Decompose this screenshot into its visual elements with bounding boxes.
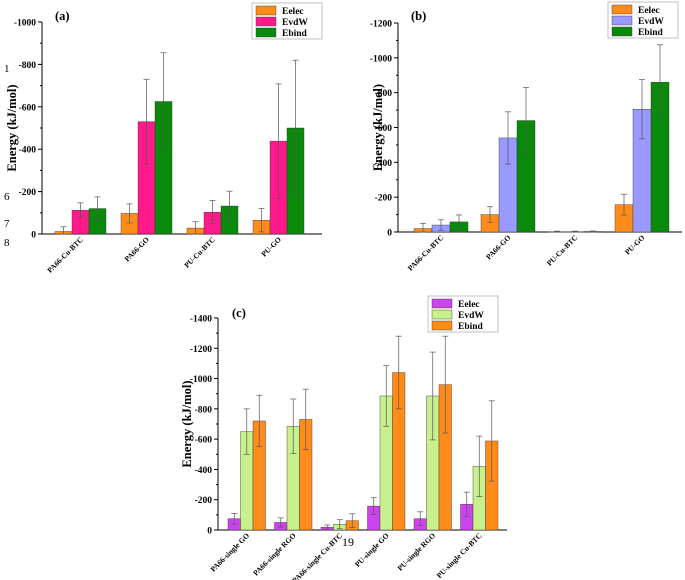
y-tick-label: 0 — [31, 231, 36, 241]
y-tick-label: -200 — [19, 188, 37, 198]
y-axis-label: Energy (kJ/mol) — [180, 380, 194, 467]
panel-a: 0 -200 -400 -600 -800 -1000 Energy (kJ/mol) (a)… — [5, 2, 323, 275]
legend-entry: Ebind — [282, 29, 308, 39]
y-tick-label: -1000 — [190, 375, 212, 385]
legend-swatch — [255, 27, 277, 38]
y-axis-label: Energy (kJ/mol) — [5, 84, 19, 171]
y-tick-label: -800 — [195, 405, 213, 415]
legend-entry: EvdW — [282, 18, 308, 28]
y-tick-label: -1200 — [190, 345, 212, 355]
legend-swatch — [255, 16, 277, 27]
y-tick-label: -400 — [375, 159, 393, 169]
stray-mark: 6 — [4, 191, 10, 203]
stray-mark: 7 — [4, 218, 10, 230]
y-tick-label: -800 — [19, 61, 37, 71]
y-tick-label: -1000 — [370, 54, 392, 64]
legend-entry: Ebind — [458, 322, 484, 332]
y-tick-label: -200 — [375, 194, 393, 204]
legend-swatch — [431, 309, 453, 320]
x-tick-label: PA66-GO — [123, 235, 151, 263]
legend-swatch — [255, 5, 277, 16]
legend-entry: EvdW — [458, 311, 484, 321]
y-tick-label: -1200 — [370, 20, 392, 30]
legend-entry: EvdW — [638, 17, 664, 27]
y-tick-label: 0 — [387, 229, 392, 239]
x-tick-label: PA66-Cu-BTC — [45, 235, 85, 275]
panel-label: (a) — [55, 9, 70, 23]
x-tick-label: PU-Cu-BTC — [545, 233, 580, 268]
y-tick-label: -1400 — [190, 315, 212, 325]
panel-b: 0 -200 -400 -600 -800 -1000 -1200 Energy (kJ/mo… — [370, 1, 682, 273]
x-tick-label: PU-single RGO — [396, 531, 438, 573]
y-tick-label: -400 — [19, 146, 37, 156]
legend-swatch — [611, 4, 633, 15]
y-tick-label: -1000 — [14, 19, 36, 29]
y-tick-label: -800 — [375, 89, 393, 99]
y-tick-label: -600 — [19, 103, 37, 113]
stray-mark: 8 — [4, 237, 10, 249]
legend-entry: Ebind — [638, 28, 664, 38]
legend-swatch — [431, 320, 453, 331]
stray-mark: 1 — [4, 63, 10, 75]
y-tick-label: -400 — [195, 466, 213, 476]
y-tick-label: 0 — [207, 527, 212, 537]
x-tick-label: PA66-single GO — [209, 531, 252, 574]
legend-swatch — [431, 298, 453, 309]
y-tick-label: -600 — [195, 436, 213, 446]
x-tick-label: PU-Cu-BTC — [182, 235, 217, 270]
x-tick-label: PU-GO — [623, 233, 647, 257]
y-tick-label: -600 — [375, 124, 393, 134]
page-number: 19 — [342, 535, 354, 549]
x-tick-label: PA66-Cu-BTC — [406, 233, 446, 273]
legend-entry: Eelec — [282, 7, 304, 17]
y-axis-label: Energy (kJ/mol) — [371, 84, 385, 171]
panel-label: (b) — [411, 9, 426, 23]
x-tick-label: PU-single GO — [353, 531, 391, 569]
y-tick-label: -200 — [195, 496, 213, 506]
legend-swatch — [611, 15, 633, 26]
legend-entry: Eelec — [638, 6, 660, 16]
x-tick-label: PA66-single RGO — [251, 531, 298, 578]
x-tick-label: PU-GO — [259, 235, 283, 259]
legend-swatch — [611, 26, 633, 37]
panel-label: (c) — [232, 306, 246, 320]
x-tick-label: PA66-GO — [484, 233, 512, 261]
legend-entry: Eelec — [458, 300, 480, 310]
x-tick-label: PU-single Cu-BTC — [435, 531, 484, 580]
x-tick-label: PA66-single Cu-BTC — [290, 531, 344, 580]
